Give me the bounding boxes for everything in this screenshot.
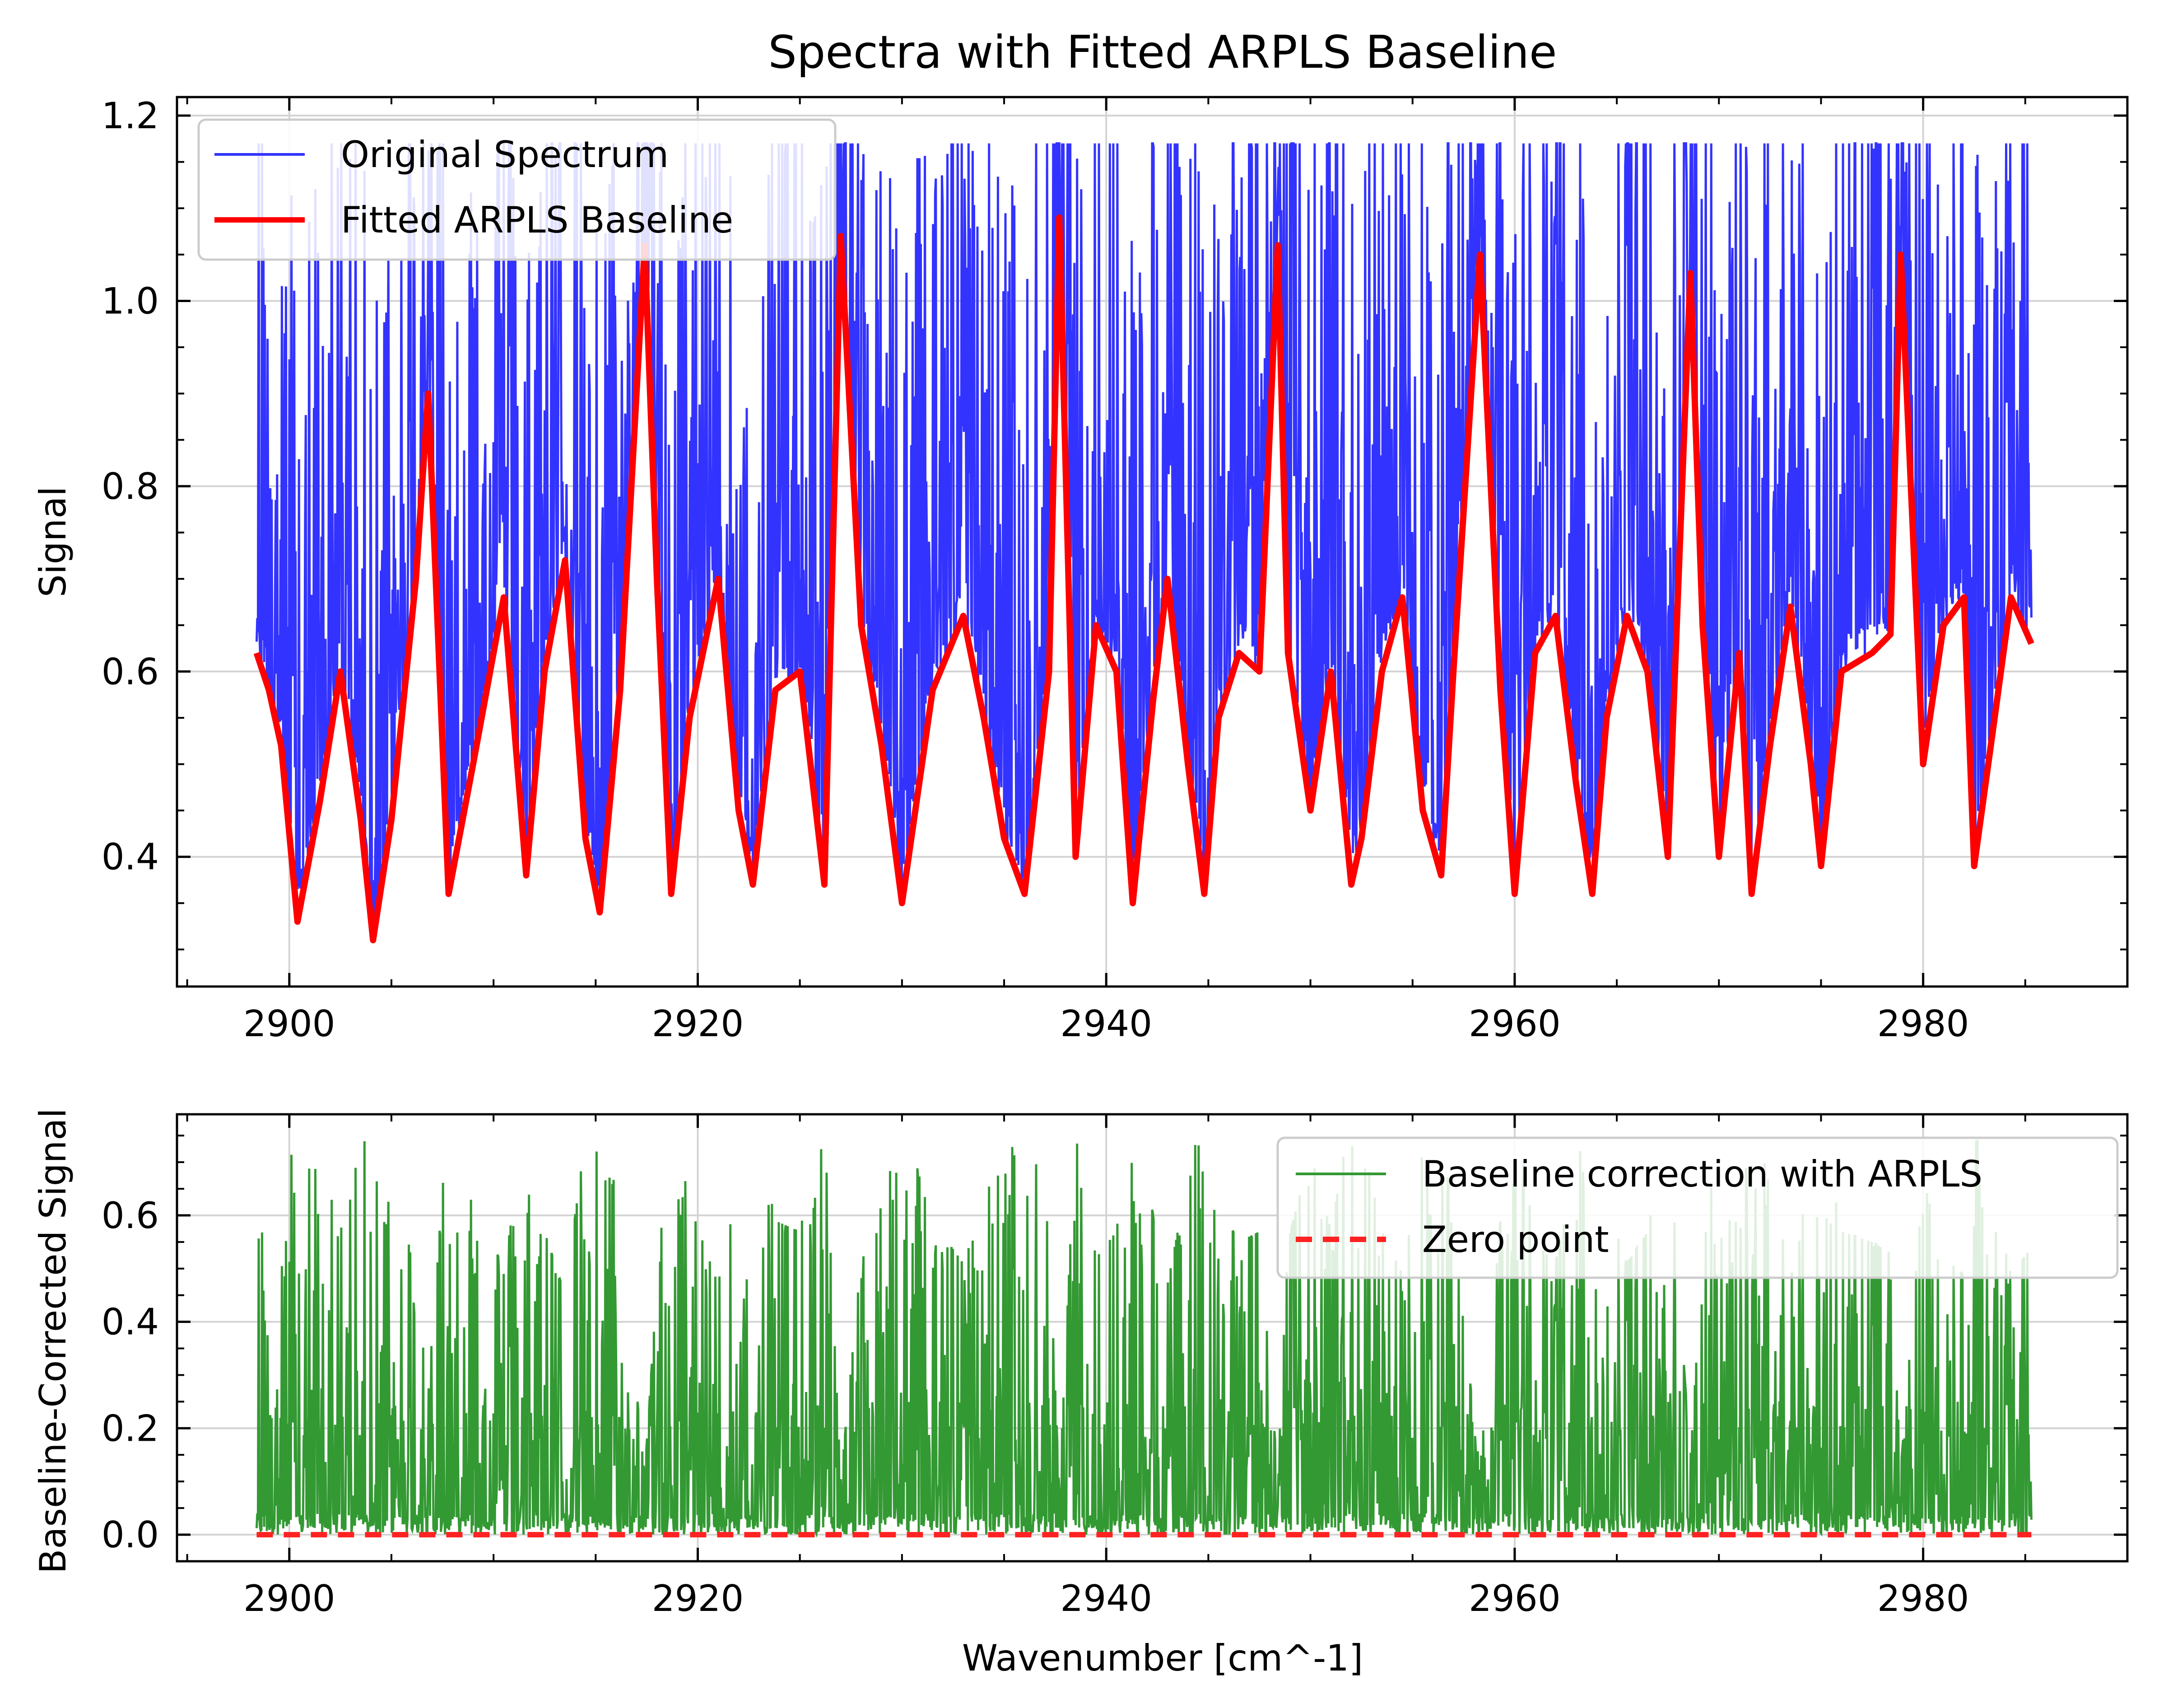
bottom-axes-frame: [176, 1113, 2129, 1563]
bottom-x-tick-labels: 2900 2920 2940 2960 2980: [243, 1578, 1969, 1620]
bottom-ticks: [177, 1114, 2128, 1561]
bottom-x-tick-label: 2960: [1469, 1578, 1561, 1620]
top-x-tick-label: 2900: [243, 1003, 335, 1045]
bottom-x-tick-label: 2920: [652, 1578, 744, 1620]
legend-label-zero: Zero point: [1422, 1219, 1609, 1261]
top-y-tick-labels: 0.4 0.6 0.8 1.0 1.2: [102, 95, 159, 878]
figure-title: Spectra with Fitted ARPLS Baseline: [768, 26, 1557, 79]
legend-label-corrected: Baseline correction with ARPLS: [1422, 1153, 1982, 1195]
bottom-x-tick-label: 2940: [1060, 1578, 1152, 1620]
baseline-corrected-line: [255, 1140, 2033, 1538]
legend-label-original: Original Spectrum: [341, 134, 669, 176]
top-y-tick-label: 1.2: [102, 95, 159, 137]
top-y-tick-label: 1.0: [102, 280, 159, 322]
top-legend: Original Spectrum Fitted ARPLS Baseline: [197, 118, 837, 261]
bottom-x-axis-label: Wavenumber [cm^-1]: [962, 1637, 1363, 1679]
bottom-panel: 2900 2920 2940 2960 2980 0.0 0.2 0.4 0.6 Baseli…: [32, 1108, 2129, 1679]
top-x-tick-label: 2960: [1469, 1003, 1561, 1045]
bottom-y-tick-label: 0.2: [102, 1407, 159, 1449]
top-x-tick-label: 2980: [1877, 1003, 1969, 1045]
top-panel: 2900 2920 2940 2960 2980 0.4 0.6 0.8 1.0 1.2 Sig…: [32, 95, 2129, 1045]
bottom-y-tick-label: 0.4: [102, 1301, 159, 1343]
bottom-y-tick-label: 0.6: [102, 1195, 159, 1237]
bottom-y-tick-labels: 0.0 0.2 0.4 0.6: [102, 1195, 159, 1556]
original-spectrum-line: [255, 142, 2033, 922]
top-y-axis-label: Signal: [32, 486, 74, 597]
top-y-tick-label: 0.8: [102, 465, 159, 507]
bottom-x-tick-label: 2900: [243, 1578, 335, 1620]
bottom-x-tick-label: 2980: [1877, 1578, 1969, 1620]
legend-label-baseline: Fitted ARPLS Baseline: [341, 199, 733, 241]
top-x-tick-labels: 2900 2920 2940 2960 2980: [243, 1003, 1969, 1045]
top-axes-frame: [176, 96, 2129, 988]
top-plot-area: [253, 142, 2034, 944]
top-ticks: [177, 97, 2128, 987]
bottom-legend: Baseline correction with ARPLS Zero poin…: [1276, 1136, 2119, 1279]
bottom-y-tick-label: 0.0: [102, 1514, 159, 1556]
top-y-tick-label: 0.4: [102, 836, 159, 878]
top-y-tick-label: 0.6: [102, 651, 159, 693]
top-x-tick-label: 2940: [1060, 1003, 1152, 1045]
top-x-tick-label: 2920: [652, 1003, 744, 1045]
bottom-y-axis-label: Baseline-Corrected Signal: [32, 1108, 74, 1573]
fitted-arpls-baseline-line: [253, 214, 2034, 944]
